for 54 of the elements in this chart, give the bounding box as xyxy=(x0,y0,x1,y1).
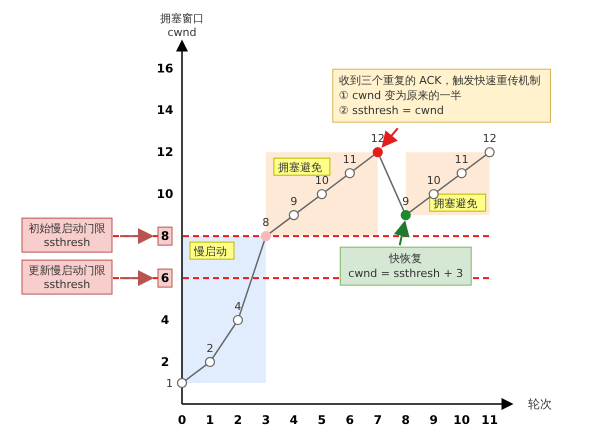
y-tick-label: 12 xyxy=(156,145,174,160)
data-label: 10 xyxy=(426,174,441,188)
y-tick-label: 16 xyxy=(156,61,174,76)
x-tick-label: 6 xyxy=(346,413,354,427)
x-axis-title: 轮次 xyxy=(528,397,552,411)
annotation: 快恢复 cwnd = ssthresh + 3 xyxy=(348,252,464,280)
point xyxy=(204,356,216,368)
data-label: 10 xyxy=(314,174,329,188)
y-tick-label: 8 xyxy=(160,229,170,244)
data-label: 12 xyxy=(370,132,385,146)
x-tick-label: 0 xyxy=(178,413,186,427)
x-tick-label: 7 xyxy=(374,413,382,427)
point xyxy=(456,168,467,178)
y-tick-label: 4 xyxy=(160,313,170,328)
point xyxy=(288,210,299,220)
y-tick-label: 2 xyxy=(160,355,170,370)
x-tick-label: 9 xyxy=(430,413,438,427)
point xyxy=(372,147,383,158)
data-label: 12 xyxy=(482,132,497,146)
data-label: 2 xyxy=(206,342,214,356)
data-label: 8 xyxy=(262,216,270,230)
x-tick-label: 11 xyxy=(481,413,498,427)
y-tick-label: 10 xyxy=(156,187,174,202)
point xyxy=(232,314,244,326)
y-axis-title: 拥塞窗口 cwnd xyxy=(160,12,204,39)
y-tick-label: 6 xyxy=(160,271,170,286)
annotation: 快恢复 cwnd = ssthresh + 3 xyxy=(340,220,472,286)
x-tick-label: 3 xyxy=(262,413,270,427)
ref-line-label: 初始慢启动门限 ssthresh xyxy=(28,222,106,250)
x-tick-label: 1 xyxy=(206,413,214,427)
data-label: 9 xyxy=(290,195,298,208)
x-tick-label: 10 xyxy=(453,413,470,427)
x-tick-label: 2 xyxy=(234,413,242,427)
ref-line-label: 更新慢启动门限 ssthresh xyxy=(28,264,106,292)
band-label: 拥塞避免 xyxy=(434,197,478,210)
band-label: 拥塞避免 xyxy=(278,161,322,174)
band-label: 慢启动 xyxy=(193,245,227,258)
point xyxy=(484,147,495,158)
point xyxy=(316,189,327,200)
x-tick-label: 5 xyxy=(318,413,326,427)
data-label: 9 xyxy=(402,195,410,208)
x-tick-label: 8 xyxy=(402,413,410,427)
annotation: 收到三个重复的 ACK，触发快速重传机制 ① cwnd 变为原来的一半 ② ssthresh = cwnd xyxy=(338,74,540,118)
point xyxy=(260,231,271,242)
data-label: 4 xyxy=(234,300,242,314)
point xyxy=(428,189,439,200)
point xyxy=(400,210,411,220)
x-tick-label: 4 xyxy=(290,413,298,427)
point xyxy=(176,378,188,388)
data-label: 11 xyxy=(342,153,357,166)
point xyxy=(344,168,355,178)
data-label: 11 xyxy=(454,153,469,166)
data-label: 1 xyxy=(166,377,173,390)
y-tick-label: 14 xyxy=(156,103,174,118)
